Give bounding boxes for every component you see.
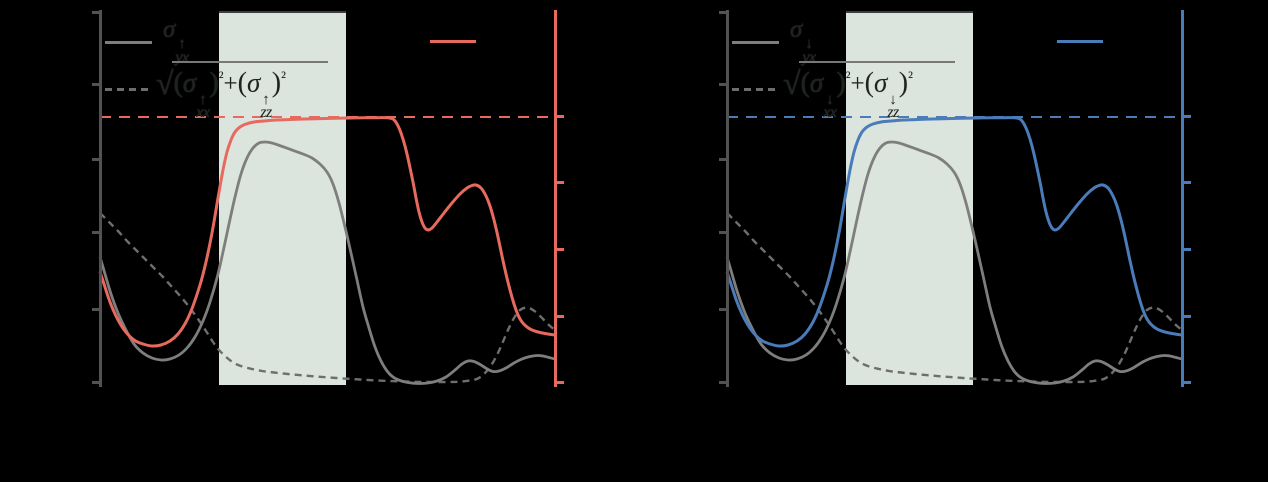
axis-tick: [91, 231, 99, 234]
axis-tick: [91, 11, 99, 14]
spin-arrow-icon: ↑: [178, 36, 186, 53]
axis-tick: [91, 381, 99, 384]
legend-swatch-dashed-gray: [732, 87, 779, 91]
fraction-bar: [172, 61, 328, 63]
spin-arrow-icon: ↓: [826, 91, 834, 108]
axis-tick: [718, 83, 726, 86]
subscript: yx: [802, 48, 816, 66]
sigma-symbol: σ: [790, 16, 803, 43]
axis-tick: [1183, 181, 1191, 184]
axis-tick: [1183, 248, 1191, 251]
legend-swatch-accent: [1057, 39, 1103, 43]
axis-tick: [718, 158, 726, 161]
sigma-symbol: σ: [873, 67, 888, 98]
axis-tick: [91, 83, 99, 86]
right-axis-spine: [1181, 10, 1184, 387]
fraction-bar: [799, 61, 955, 63]
sigma-symbol: σ: [246, 67, 261, 98]
axis-tick: [1183, 315, 1191, 318]
legend-swatch-solid-gray: [732, 40, 779, 44]
sigma-symbol: σ: [809, 67, 824, 98]
axis-tick: [556, 381, 564, 384]
axis-tick: [718, 308, 726, 311]
denominator-curve: [99, 212, 556, 384]
sigma-symbol: σ: [163, 16, 176, 43]
axis-tick: [718, 11, 726, 14]
numerator-curve: [98, 140, 556, 385]
subscript: yx: [175, 48, 189, 66]
spin-arrow-icon: ↓: [889, 91, 897, 108]
legend-denominator-formula: √(σ ↑ xx)²+(σ ↑ zz)²: [156, 65, 286, 121]
denominator-curve: [726, 212, 1183, 384]
left-axis-spine: [726, 10, 729, 387]
axis-tick: [91, 308, 99, 311]
highlight-band: [846, 11, 973, 385]
axis-tick: [556, 115, 564, 118]
legend-swatch-dashed-gray: [105, 87, 152, 91]
numerator-curve: [725, 140, 1183, 385]
spin-arrow-icon: ↑: [199, 91, 207, 108]
spin-arrow-icon: ↓: [805, 36, 813, 53]
axis-tick: [556, 181, 564, 184]
panel-spin-up: σ ↑ yx √(σ ↑ xx)²+(σ ↑ zz)²: [91, 10, 564, 387]
axis-tick: [718, 381, 726, 384]
left-axis-spine: [99, 10, 102, 387]
legend-swatch-solid-gray: [105, 40, 152, 44]
panel-spin-down: σ ↓ yx √(σ ↓ xx)²+(σ ↓ zz)²: [718, 10, 1191, 387]
right-axis-spine: [554, 10, 557, 387]
axis-tick: [1183, 115, 1191, 118]
plot-curves: [98, 116, 556, 385]
legend-swatch-accent: [430, 39, 476, 43]
axis-tick: [556, 248, 564, 251]
axis-tick: [1183, 381, 1191, 384]
sqrt-symbol: √: [156, 65, 174, 101]
plot-curves: [725, 116, 1183, 385]
sqrt-symbol: √: [783, 65, 801, 101]
spin-arrow-icon: ↑: [262, 91, 270, 108]
highlight-band: [219, 11, 346, 385]
legend-numerator-formula: σ ↑ yx: [163, 16, 189, 65]
axis-tick: [556, 315, 564, 318]
axis-tick: [91, 158, 99, 161]
ratio-curve: [98, 116, 556, 348]
legend-denominator-formula: √(σ ↓ xx)²+(σ ↓ zz)²: [783, 65, 913, 121]
sigma-symbol: σ: [182, 67, 197, 98]
legend-numerator-formula: σ ↓ yx: [790, 16, 816, 65]
ratio-curve: [725, 116, 1183, 348]
axis-tick: [718, 231, 726, 234]
